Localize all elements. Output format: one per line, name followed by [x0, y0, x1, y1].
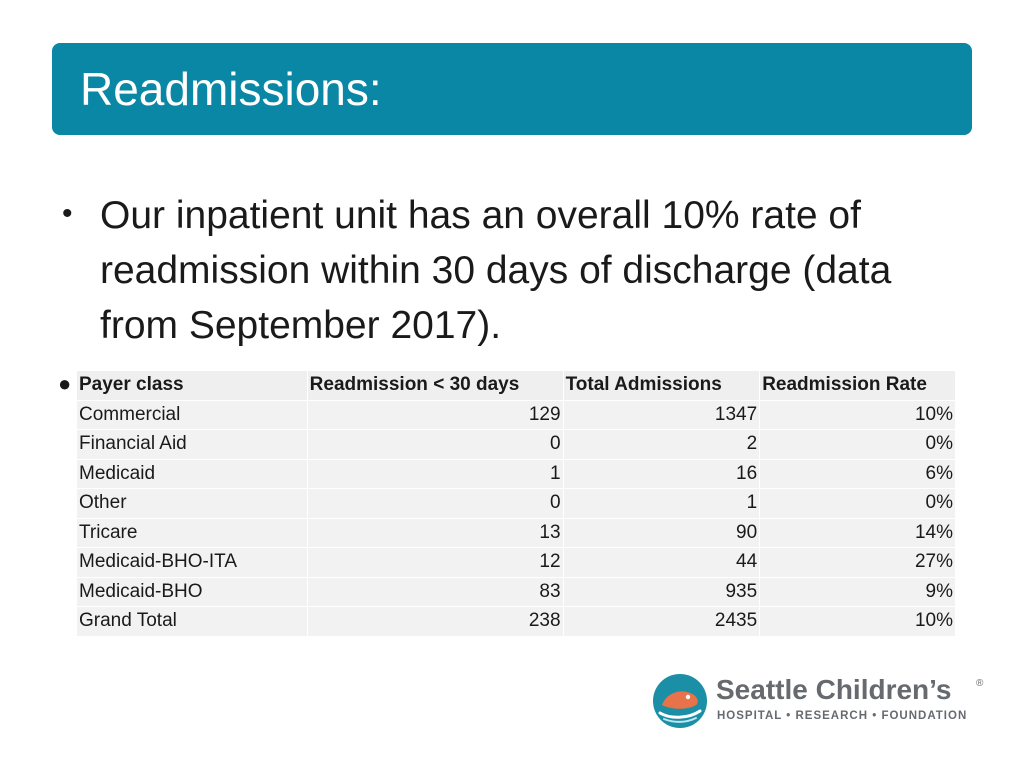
- table-row: Medicaid-BHO 83 935 9%: [76, 576, 956, 607]
- table-header-row: Payer class Readmission < 30 days Total …: [76, 370, 956, 401]
- readmission-rate-cell: 14%: [759, 517, 956, 548]
- table-row: Tricare 13 90 14%: [76, 517, 956, 548]
- readmission-cell: 0: [306, 488, 564, 519]
- payer-class-cell: Commercial: [76, 399, 308, 430]
- payer-class-cell: Financial Aid: [76, 429, 308, 460]
- logo-registered-mark: ®: [976, 678, 984, 689]
- readmission-cell: 13: [306, 517, 564, 548]
- table-row: Medicaid-BHO-ITA 12 44 27%: [76, 547, 956, 578]
- readmission-rate-cell: 0%: [759, 429, 956, 460]
- table-row-grand-total: Grand Total 238 2435 10%: [76, 606, 956, 637]
- header-payer-class: Payer class: [76, 370, 308, 401]
- total-admissions-cell: 44: [562, 547, 761, 578]
- readmission-cell: 238: [306, 606, 564, 637]
- readmission-rate-cell: 10%: [759, 399, 956, 430]
- table-row: Commercial 129 1347 10%: [76, 399, 956, 430]
- header-total-admissions: Total Admissions: [562, 370, 761, 401]
- bullet-text: Our inpatient unit has an overall 10% ra…: [100, 194, 892, 347]
- total-admissions-cell: 90: [562, 517, 761, 548]
- total-admissions-cell: 2435: [562, 606, 761, 637]
- readmission-cell: 129: [306, 399, 564, 430]
- table-row: Financial Aid 0 2 0%: [76, 429, 956, 460]
- logo-tagline: HOSPITAL • RESEARCH • FOUNDATION: [717, 710, 968, 722]
- header-readmission-rate: Readmission Rate: [759, 370, 956, 401]
- payer-class-cell: Medicaid: [76, 458, 308, 489]
- slide-title: Readmissions:: [80, 63, 382, 115]
- seattle-childrens-logo: Seattle Children’s ® HOSPITAL • RESEARCH…: [652, 670, 992, 730]
- total-admissions-cell: 1347: [562, 399, 761, 430]
- payer-class-cell: Other: [76, 488, 308, 519]
- logo-name: Seattle Children’s: [716, 674, 952, 705]
- readmission-cell: 0: [306, 429, 564, 460]
- readmission-rate-cell: 27%: [759, 547, 956, 578]
- payer-class-cell: Medicaid-BHO: [76, 576, 308, 607]
- total-admissions-cell: 2: [562, 429, 761, 460]
- table-bullet-dot-icon: ●: [58, 371, 72, 396]
- seattle-childrens-whale-logo-icon: [653, 674, 707, 728]
- title-bar: Readmissions:: [52, 43, 972, 135]
- total-admissions-cell: 16: [562, 458, 761, 489]
- table-row: Medicaid 1 16 6%: [76, 458, 956, 489]
- readmission-rate-cell: 9%: [759, 576, 956, 607]
- readmission-rate-cell: 10%: [759, 606, 956, 637]
- header-readmission: Readmission < 30 days: [306, 370, 564, 401]
- bullet-dot-icon: •: [62, 197, 73, 230]
- payer-table: Payer class Readmission < 30 days Total …: [76, 370, 956, 637]
- payer-class-cell: Grand Total: [76, 606, 308, 637]
- payer-class-cell: Tricare: [76, 517, 308, 548]
- readmission-cell: 1: [306, 458, 564, 489]
- readmission-rate-cell: 6%: [759, 458, 956, 489]
- readmission-cell: 12: [306, 547, 564, 578]
- readmission-cell: 83: [306, 576, 564, 607]
- readmission-rate-cell: 0%: [759, 488, 956, 519]
- table-row: Other 0 1 0%: [76, 488, 956, 519]
- payer-class-cell: Medicaid-BHO-ITA: [76, 547, 308, 578]
- total-admissions-cell: 935: [562, 576, 761, 607]
- total-admissions-cell: 1: [562, 488, 761, 519]
